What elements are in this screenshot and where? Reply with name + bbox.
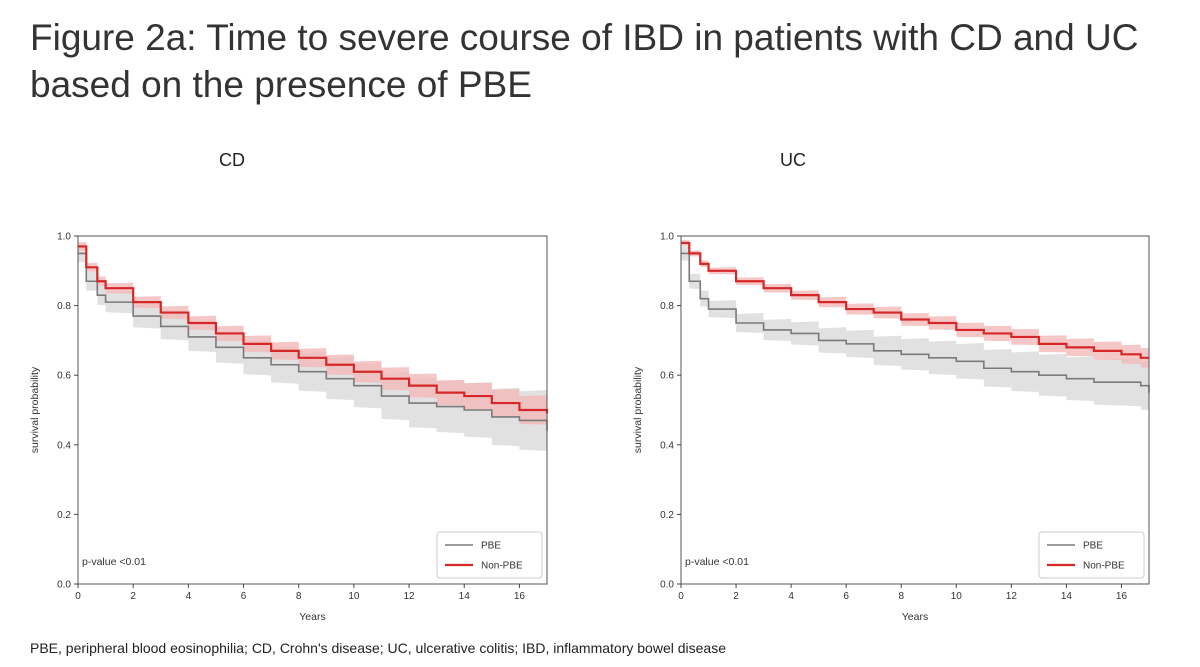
cd-x-tick-label: 6 xyxy=(241,591,247,602)
cd-chart: 0 2 4 6 8 10 12 14 16 0.0 0.2 0.4 0.6 0.8 1.0 Years surv… xyxy=(29,232,549,623)
figure-caption: PBE, peripheral blood eosinophilia; CD, … xyxy=(30,640,726,656)
cd-x-tick-label: 8 xyxy=(296,591,302,602)
uc-x-tick-label: 8 xyxy=(898,591,904,602)
cd-y-tick-label: 0.8 xyxy=(57,301,71,312)
cd-legend-box xyxy=(436,531,543,579)
uc-x-tick-label: 4 xyxy=(788,591,794,602)
cd-y-tick-label: 1.0 xyxy=(57,232,71,243)
cd-x-tick-label: 12 xyxy=(403,591,415,602)
cd-plot-frame xyxy=(77,235,548,585)
uc-legend-label-non-pbe: Non-PBE xyxy=(1083,561,1125,572)
cd-y-axis-label: survival probability xyxy=(29,366,41,453)
cd-x-axis-label: Years xyxy=(299,611,325,623)
cd-x-tick-label: 16 xyxy=(514,591,526,602)
cd-x-tick-label: 10 xyxy=(348,591,360,602)
cd-non-pbe-line xyxy=(78,245,549,414)
uc-y-axis-label: survival probability xyxy=(632,366,644,453)
uc-p-value-annotation: p-value <0.01 xyxy=(685,556,749,568)
uc-x-tick-label: 0 xyxy=(678,591,684,602)
cd-x-tick-label: 4 xyxy=(186,591,192,602)
uc-y-tick-label: 0.8 xyxy=(660,301,674,312)
uc-y-tick-label: 0.2 xyxy=(660,510,674,521)
uc-pbe-ci-band xyxy=(681,246,1149,417)
cd-pbe-line xyxy=(78,252,548,431)
uc-x-tick-label: 16 xyxy=(1116,591,1128,602)
uc-legend-label-pbe: PBE xyxy=(1083,541,1103,552)
uc-x-tick-label: 6 xyxy=(843,591,849,602)
cd-y-tick-label: 0.0 xyxy=(57,580,71,591)
uc-plot-frame xyxy=(680,235,1150,585)
uc-x-tick-label: 2 xyxy=(733,591,739,602)
uc-y-tick-label: 0.0 xyxy=(660,580,674,591)
uc-y-tick-label: 1.0 xyxy=(660,232,674,243)
cd-y-tick-label: 0.4 xyxy=(57,440,71,451)
cd-y-tick-label: 0.2 xyxy=(57,510,71,521)
cd-legend: PBE Non-PBE xyxy=(436,531,543,579)
cd-legend-label-pbe: PBE xyxy=(481,541,501,552)
cd-x-tick-label: 0 xyxy=(75,591,81,602)
cd-y-tick-label: 0.6 xyxy=(57,371,71,382)
figure-title: Figure 2a: Time to severe course of IBD … xyxy=(30,17,1139,105)
uc-chart: 0 2 4 6 8 10 12 14 16 0.0 0.2 0.4 0.6 0.8 1.0 Years surv… xyxy=(632,232,1150,623)
uc-non-pbe-line xyxy=(681,241,1149,359)
cd-panel-title: CD xyxy=(219,150,245,170)
uc-y-tick-label: 0.4 xyxy=(660,440,674,451)
cd-non-pbe-ci-band xyxy=(78,242,547,429)
uc-x-tick-label: 10 xyxy=(951,591,963,602)
uc-y-tick-label: 0.6 xyxy=(660,371,674,382)
uc-non-pbe-ci-band xyxy=(681,240,1149,368)
uc-x-tick-label: 14 xyxy=(1061,591,1073,602)
cd-legend-label-non-pbe: Non-PBE xyxy=(481,561,523,572)
cd-p-value-annotation: p-value <0.01 xyxy=(82,556,146,568)
uc-pbe-line xyxy=(681,252,1150,393)
uc-x-tick-label: 12 xyxy=(1006,591,1018,602)
uc-legend-box xyxy=(1038,531,1145,579)
uc-panel-title: UC xyxy=(780,150,806,170)
cd-x-tick-label: 2 xyxy=(130,591,136,602)
uc-legend: PBE Non-PBE xyxy=(1038,531,1145,579)
cd-x-tick-label: 14 xyxy=(459,591,471,602)
uc-x-axis-label: Years xyxy=(902,611,928,623)
